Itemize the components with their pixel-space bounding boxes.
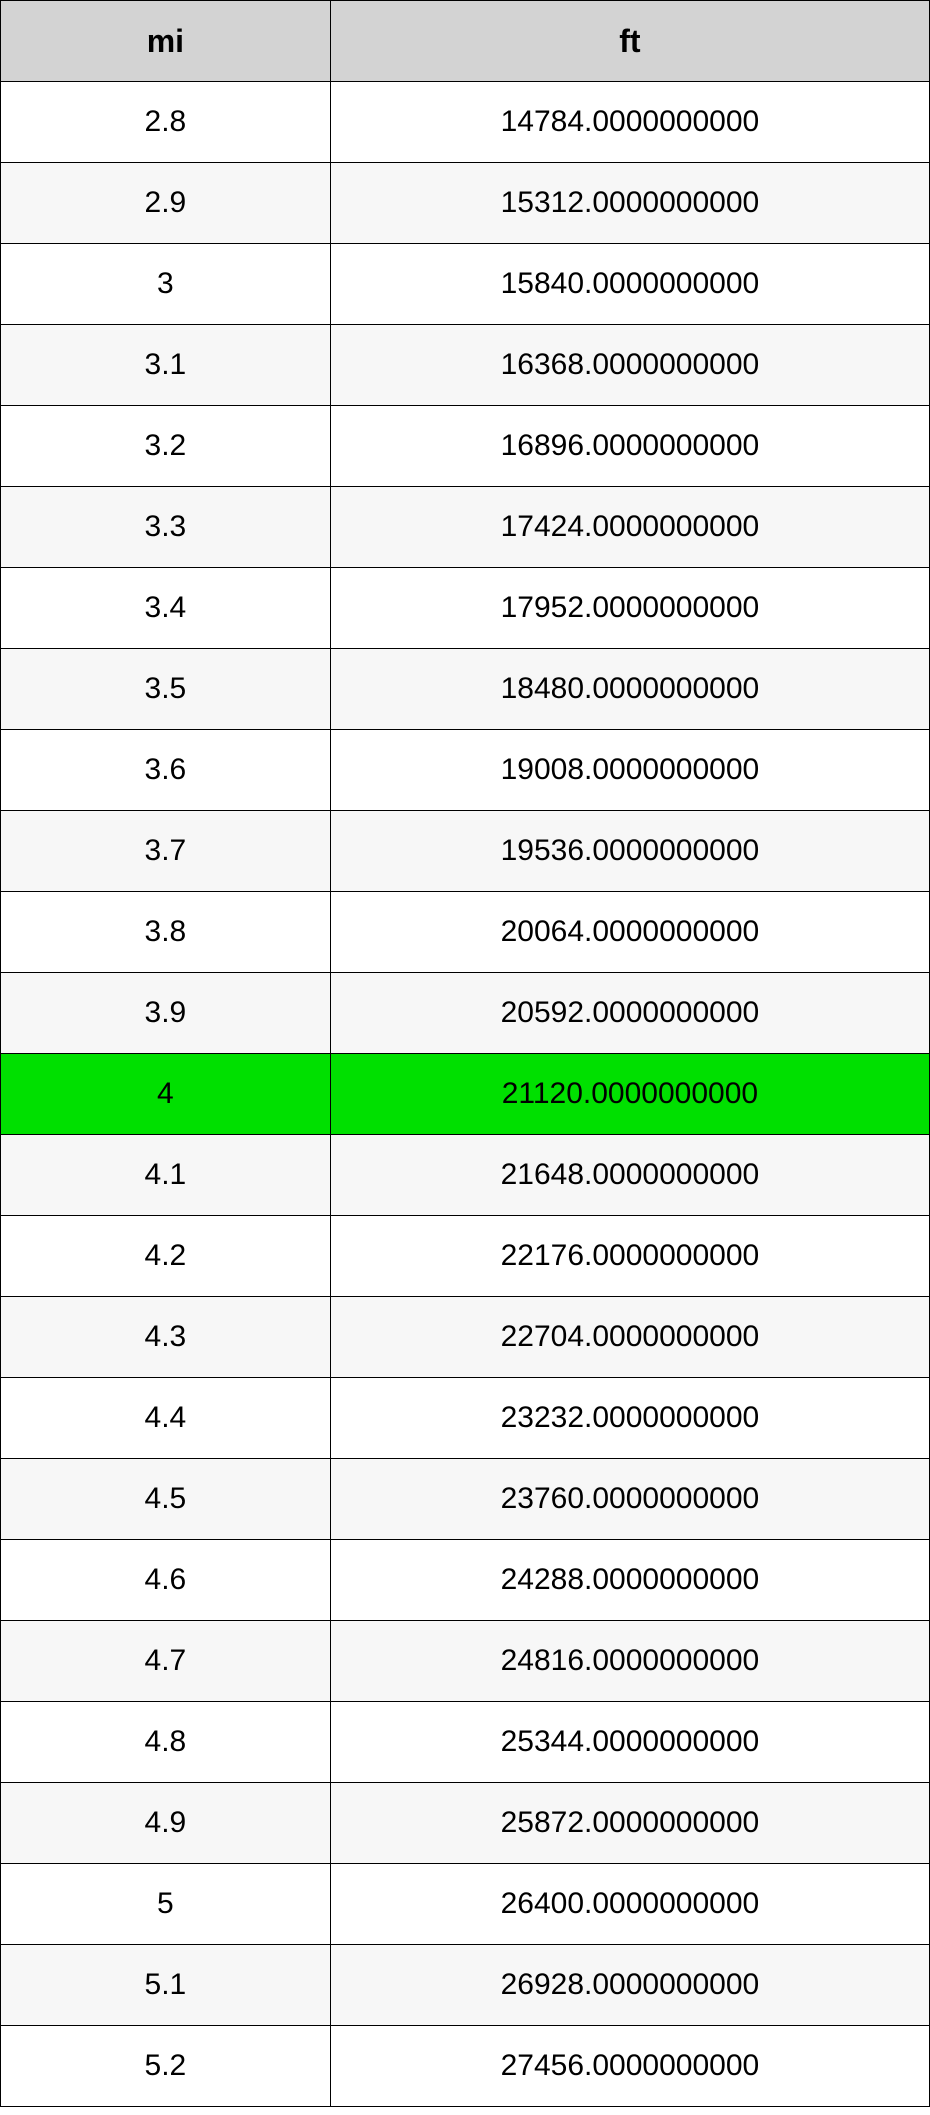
cell-mi: 4.2	[1, 1216, 331, 1297]
table-row: 4.322704.0000000000	[1, 1297, 930, 1378]
cell-mi: 3.2	[1, 406, 331, 487]
cell-mi: 3.8	[1, 892, 331, 973]
cell-mi: 2.8	[1, 82, 331, 163]
cell-mi: 3.9	[1, 973, 331, 1054]
table-row: 4.724816.0000000000	[1, 1621, 930, 1702]
table-row: 3.518480.0000000000	[1, 649, 930, 730]
cell-ft: 20592.0000000000	[330, 973, 929, 1054]
cell-ft: 20064.0000000000	[330, 892, 929, 973]
cell-mi: 5.1	[1, 1945, 331, 2026]
cell-ft: 16896.0000000000	[330, 406, 929, 487]
table-row: 4.121648.0000000000	[1, 1135, 930, 1216]
cell-ft: 26400.0000000000	[330, 1864, 929, 1945]
cell-ft: 22704.0000000000	[330, 1297, 929, 1378]
cell-mi: 4.9	[1, 1783, 331, 1864]
table-row: 3.920592.0000000000	[1, 973, 930, 1054]
cell-ft: 19008.0000000000	[330, 730, 929, 811]
table-row: 2.814784.0000000000	[1, 82, 930, 163]
header-mi: mi	[1, 1, 331, 82]
cell-mi: 3.6	[1, 730, 331, 811]
cell-ft: 21648.0000000000	[330, 1135, 929, 1216]
cell-ft: 23760.0000000000	[330, 1459, 929, 1540]
cell-ft: 24288.0000000000	[330, 1540, 929, 1621]
cell-mi: 4.1	[1, 1135, 331, 1216]
table-row: 3.719536.0000000000	[1, 811, 930, 892]
cell-ft: 17424.0000000000	[330, 487, 929, 568]
cell-mi: 3.5	[1, 649, 331, 730]
cell-ft: 16368.0000000000	[330, 325, 929, 406]
table-row: 4.925872.0000000000	[1, 1783, 930, 1864]
table-row: 4.523760.0000000000	[1, 1459, 930, 1540]
table-row: 3.116368.0000000000	[1, 325, 930, 406]
cell-ft: 18480.0000000000	[330, 649, 929, 730]
header-ft: ft	[330, 1, 929, 82]
cell-mi: 4.8	[1, 1702, 331, 1783]
table-row: 526400.0000000000	[1, 1864, 930, 1945]
table-row: 3.619008.0000000000	[1, 730, 930, 811]
cell-mi: 2.9	[1, 163, 331, 244]
table-row: 4.423232.0000000000	[1, 1378, 930, 1459]
table-row: 315840.0000000000	[1, 244, 930, 325]
cell-ft: 15840.0000000000	[330, 244, 929, 325]
table-row: 3.317424.0000000000	[1, 487, 930, 568]
table-row: 3.820064.0000000000	[1, 892, 930, 973]
cell-ft: 19536.0000000000	[330, 811, 929, 892]
cell-ft: 15312.0000000000	[330, 163, 929, 244]
cell-mi: 3.1	[1, 325, 331, 406]
cell-mi: 5	[1, 1864, 331, 1945]
cell-ft: 14784.0000000000	[330, 82, 929, 163]
cell-mi: 3.7	[1, 811, 331, 892]
cell-ft: 23232.0000000000	[330, 1378, 929, 1459]
table-row: 5.227456.0000000000	[1, 2026, 930, 2107]
table-header-row: mi ft	[1, 1, 930, 82]
cell-ft: 21120.0000000000	[330, 1054, 929, 1135]
cell-mi: 4.5	[1, 1459, 331, 1540]
table-row: 421120.0000000000	[1, 1054, 930, 1135]
table-row: 3.216896.0000000000	[1, 406, 930, 487]
cell-ft: 17952.0000000000	[330, 568, 929, 649]
cell-mi: 4.6	[1, 1540, 331, 1621]
cell-mi: 3.4	[1, 568, 331, 649]
cell-mi: 4	[1, 1054, 331, 1135]
cell-ft: 24816.0000000000	[330, 1621, 929, 1702]
cell-mi: 5.2	[1, 2026, 331, 2107]
cell-ft: 25344.0000000000	[330, 1702, 929, 1783]
table-body: 2.814784.00000000002.915312.000000000031…	[1, 82, 930, 2107]
table-row: 2.915312.0000000000	[1, 163, 930, 244]
table-row: 4.825344.0000000000	[1, 1702, 930, 1783]
cell-mi: 4.7	[1, 1621, 331, 1702]
cell-ft: 26928.0000000000	[330, 1945, 929, 2026]
conversion-table: mi ft 2.814784.00000000002.915312.000000…	[0, 0, 930, 2107]
cell-mi: 4.4	[1, 1378, 331, 1459]
cell-ft: 27456.0000000000	[330, 2026, 929, 2107]
cell-mi: 3.3	[1, 487, 331, 568]
table-row: 5.126928.0000000000	[1, 1945, 930, 2026]
table-row: 3.417952.0000000000	[1, 568, 930, 649]
cell-ft: 25872.0000000000	[330, 1783, 929, 1864]
cell-ft: 22176.0000000000	[330, 1216, 929, 1297]
table-row: 4.222176.0000000000	[1, 1216, 930, 1297]
table-row: 4.624288.0000000000	[1, 1540, 930, 1621]
cell-mi: 4.3	[1, 1297, 331, 1378]
cell-mi: 3	[1, 244, 331, 325]
